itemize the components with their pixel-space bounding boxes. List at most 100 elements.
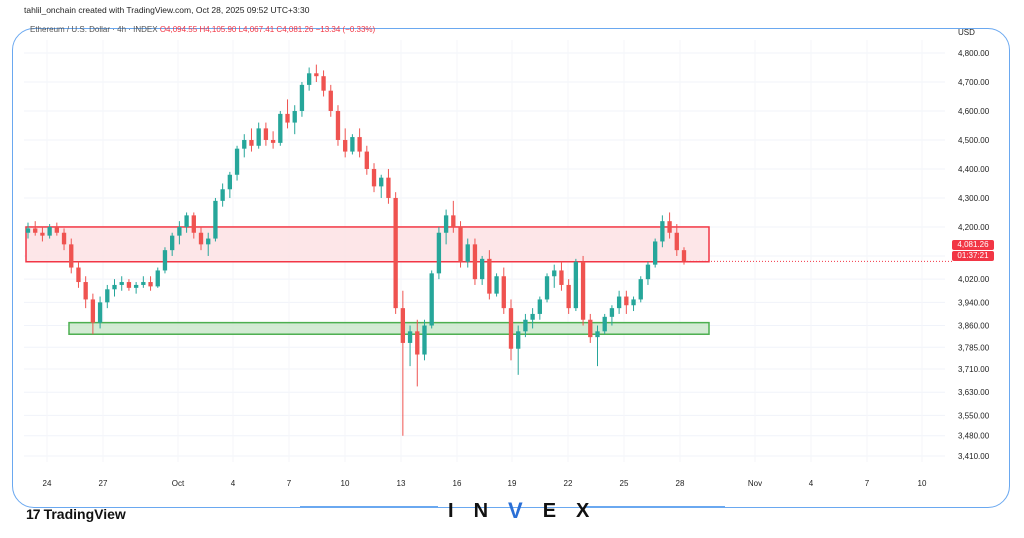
candle-body xyxy=(595,331,600,338)
invex-letter-n: N xyxy=(473,499,491,522)
divider-right xyxy=(585,506,725,507)
candle-body xyxy=(393,197,398,309)
currency-label: USD xyxy=(958,28,975,37)
y-tick-label: 3,785.00 xyxy=(958,343,990,352)
y-tick-label: 3,550.00 xyxy=(958,411,990,420)
x-tick-label: 13 xyxy=(397,479,406,488)
candle-body xyxy=(61,232,67,245)
candle-body xyxy=(198,232,204,245)
y-tick-label: 3,480.00 xyxy=(958,432,990,441)
y-tick-label: 4,800.00 xyxy=(958,49,990,58)
x-tick-label: 7 xyxy=(865,479,870,488)
y-tick-label: 4,020.00 xyxy=(958,275,990,284)
candle-body xyxy=(429,273,434,326)
countdown-tag: 01:37:21 xyxy=(952,251,994,261)
candle-body xyxy=(638,279,643,300)
x-tick-label: 22 xyxy=(564,479,573,488)
candle-body xyxy=(616,296,622,309)
invex-letter-x: X xyxy=(576,499,592,522)
y-tick-label: 3,710.00 xyxy=(958,365,990,374)
invex-logo: I N V E X xyxy=(448,498,591,524)
candle-body xyxy=(83,282,88,300)
candle-body xyxy=(47,226,52,236)
x-tick-label: 7 xyxy=(287,479,292,488)
x-tick-label: 4 xyxy=(809,479,814,488)
candle-body xyxy=(371,168,377,187)
candle-body xyxy=(227,174,233,190)
y-tick-label: 4,300.00 xyxy=(958,194,990,203)
candle-body xyxy=(530,313,535,320)
y-tick-label: 3,410.00 xyxy=(958,452,990,461)
candle-body xyxy=(191,215,196,233)
attribution-text: tahlil_onchain created with TradingView.… xyxy=(24,5,310,15)
y-tick-label: 3,860.00 xyxy=(958,322,990,331)
candle-body xyxy=(544,276,550,300)
candle-body xyxy=(335,110,341,140)
candle-body xyxy=(234,148,240,175)
candle-body xyxy=(343,139,348,152)
candle-body xyxy=(667,221,672,233)
candle-body xyxy=(451,215,456,227)
candle-body xyxy=(479,258,485,280)
candle-body xyxy=(350,137,355,152)
candle-body xyxy=(653,241,658,265)
x-tick-label: 19 xyxy=(508,479,517,488)
candle-body xyxy=(645,264,651,280)
candle-body xyxy=(162,250,168,271)
candle-body xyxy=(674,232,679,251)
x-tick-label: 10 xyxy=(918,479,927,488)
x-tick-label: 4 xyxy=(231,479,236,488)
chart-frame xyxy=(12,28,1010,508)
candle-body xyxy=(285,113,290,123)
candle-body xyxy=(588,319,593,338)
candle-body xyxy=(494,276,499,294)
candle-body xyxy=(407,331,413,343)
candle-body xyxy=(552,270,557,277)
candle-body xyxy=(170,235,175,251)
candle-body xyxy=(559,270,564,285)
tradingview-logo: 17 TradingView xyxy=(26,506,126,522)
candle-body xyxy=(364,151,369,169)
candle-body xyxy=(379,177,384,187)
candle-body xyxy=(386,177,391,198)
invex-letter-i: I xyxy=(448,499,456,522)
candle-body xyxy=(40,232,45,236)
close-value: C4,081.26 xyxy=(276,25,314,34)
x-tick-label: 27 xyxy=(99,479,108,488)
candle-body xyxy=(256,128,261,146)
tradingview-wordmark: TradingView xyxy=(43,506,126,522)
candle-body xyxy=(54,226,59,233)
last-price-tag: 4,081.26 xyxy=(952,240,994,250)
symbol-name: Ethereum / U.S. Dollar · 4h · INDEX xyxy=(30,25,158,34)
candle-body xyxy=(660,221,665,242)
candle-body xyxy=(458,226,463,262)
candle-body xyxy=(292,110,297,123)
high-value: H4,105.90 xyxy=(199,25,237,34)
candle-body xyxy=(321,76,326,91)
candle-body xyxy=(306,73,312,85)
candle-body xyxy=(501,276,506,309)
candle-body xyxy=(487,258,492,294)
low-value: L4,067.41 xyxy=(238,25,275,34)
candle-body xyxy=(443,215,449,233)
candle-body xyxy=(141,282,146,285)
candle-body xyxy=(537,299,542,314)
candle-body xyxy=(624,296,629,306)
change-value: −13.34 (−0.33%) xyxy=(315,25,376,34)
candle-body xyxy=(249,139,254,146)
x-tick-label: Oct xyxy=(172,479,185,488)
candle-body xyxy=(76,267,81,283)
y-tick-label: 4,600.00 xyxy=(958,107,990,116)
candle-body xyxy=(602,316,607,332)
candle-body xyxy=(25,228,31,233)
x-tick-label: 25 xyxy=(620,479,629,488)
y-tick-label: 3,940.00 xyxy=(958,298,990,307)
candle-body xyxy=(314,73,319,77)
candle-body xyxy=(415,331,420,355)
candle-body xyxy=(516,331,521,349)
candle-body xyxy=(119,282,124,285)
candle-body xyxy=(566,284,571,309)
x-tick-label: 16 xyxy=(453,479,462,488)
x-tick-label: 28 xyxy=(676,479,685,488)
